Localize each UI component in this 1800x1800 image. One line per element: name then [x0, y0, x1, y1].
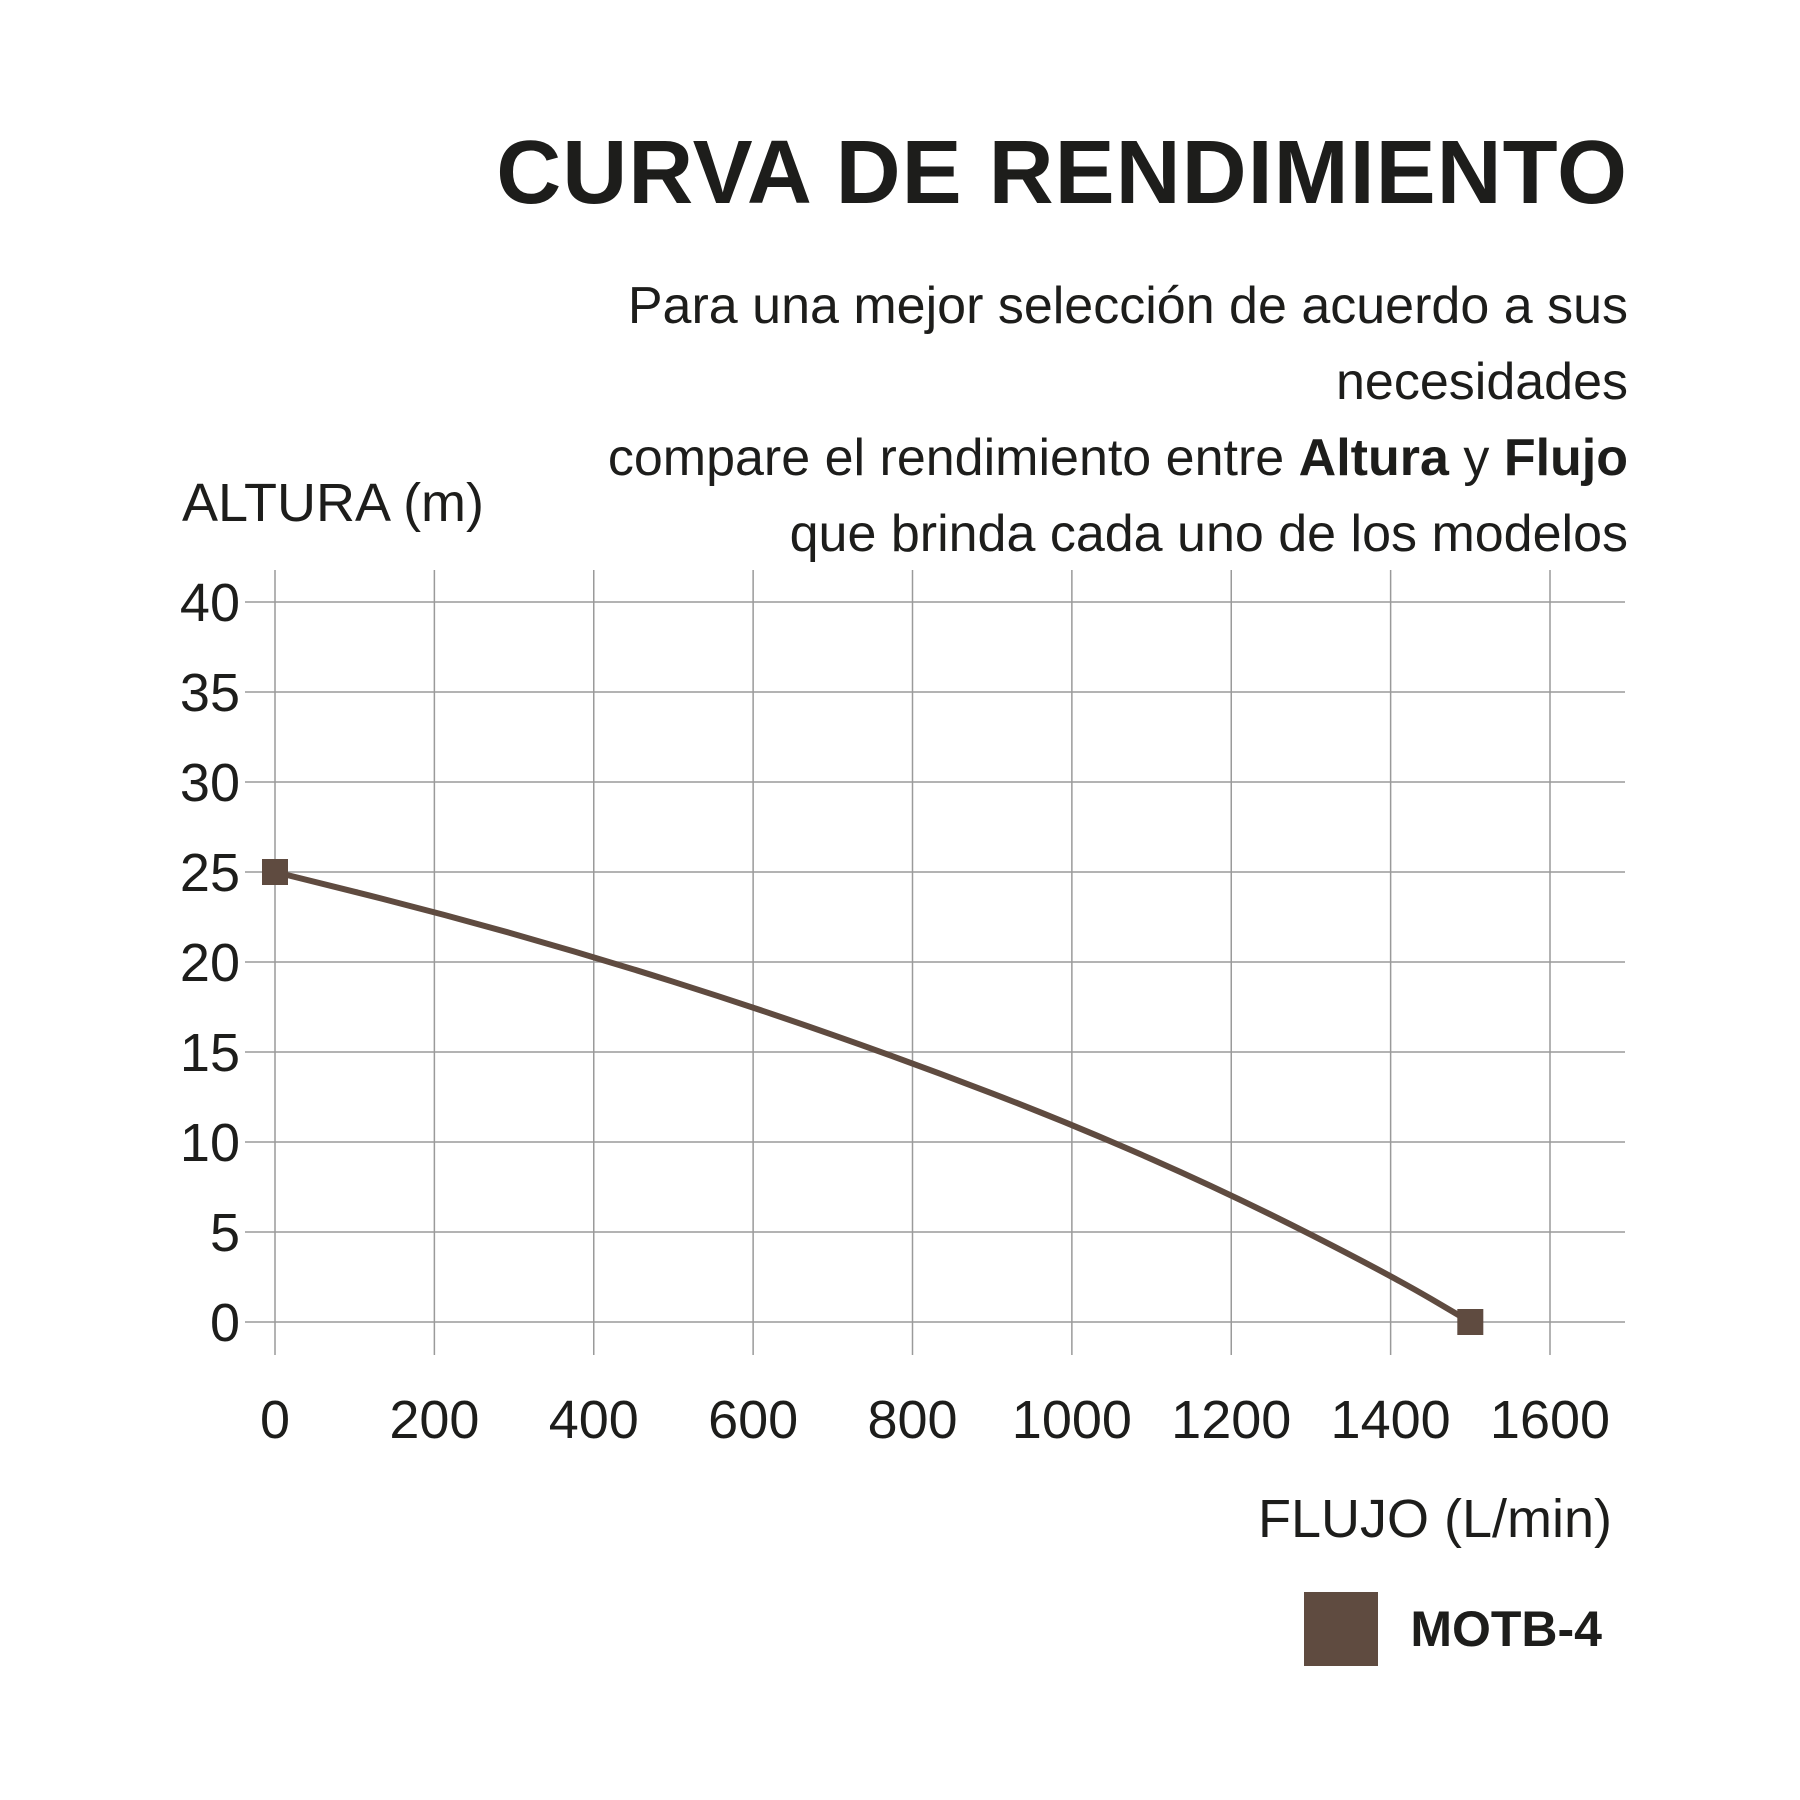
- y-tick-label: 10: [180, 1113, 240, 1173]
- subtitle-line-2-mid: y: [1448, 429, 1504, 487]
- tick-labels: 0 200 400 600 800 1000 1200 1400 1600 0 5 10 15 20 25 3…: [180, 573, 1610, 1450]
- grid-layer: [245, 570, 1625, 1355]
- x-tick-label: 1000: [1012, 1390, 1132, 1450]
- y-tick-label: 40: [180, 573, 240, 633]
- subtitle-altura: Altura: [1298, 429, 1449, 487]
- x-tick-label: 1600: [1490, 1390, 1610, 1450]
- y-tick-label: 0: [210, 1293, 240, 1353]
- x-tick-label: 600: [708, 1390, 798, 1450]
- x-tick-label: 1400: [1331, 1390, 1451, 1450]
- subtitle-flujo: Flujo: [1503, 429, 1628, 487]
- x-tick-label: 400: [549, 1390, 639, 1450]
- subtitle-line-3: que brinda cada uno de los modelos: [789, 505, 1628, 563]
- y-tick-label: 35: [180, 663, 240, 723]
- x-tick-label: 1200: [1171, 1390, 1291, 1450]
- series-marker: [262, 859, 288, 885]
- chart-subtitle: Para una mejor selección de acuerdo a su…: [328, 268, 1628, 572]
- y-axis-label: ALTURA (m): [182, 473, 485, 533]
- y-tick-label: 5: [210, 1203, 240, 1263]
- series-layer: [262, 859, 1484, 1335]
- series-marker: [1457, 1309, 1484, 1335]
- x-tick-label: 800: [867, 1390, 957, 1450]
- chart-title: CURVA DE RENDIMIENTO: [496, 123, 1628, 223]
- subtitle-line-2-prefix: compare el rendimiento entre: [607, 429, 1299, 487]
- y-tick-label: 25: [180, 843, 240, 903]
- subtitle-line-2: compare el rendimiento entre Altura y Fl…: [328, 420, 1628, 496]
- y-tick-label: 30: [180, 753, 240, 813]
- legend-label: MOTB-4: [1410, 1601, 1602, 1657]
- x-axis-label: FLUJO (L/min): [1257, 1489, 1612, 1549]
- x-tick-label: 0: [260, 1390, 290, 1450]
- series-line: [272, 869, 1474, 1325]
- x-tick-label: 200: [389, 1390, 479, 1450]
- y-tick-label: 20: [180, 933, 240, 993]
- legend-swatch: [1304, 1592, 1379, 1666]
- subtitle-line-1: Para una mejor selección de acuerdo a su…: [627, 277, 1628, 411]
- y-tick-label: 15: [180, 1023, 240, 1083]
- legend: MOTB-4: [1304, 1592, 1602, 1666]
